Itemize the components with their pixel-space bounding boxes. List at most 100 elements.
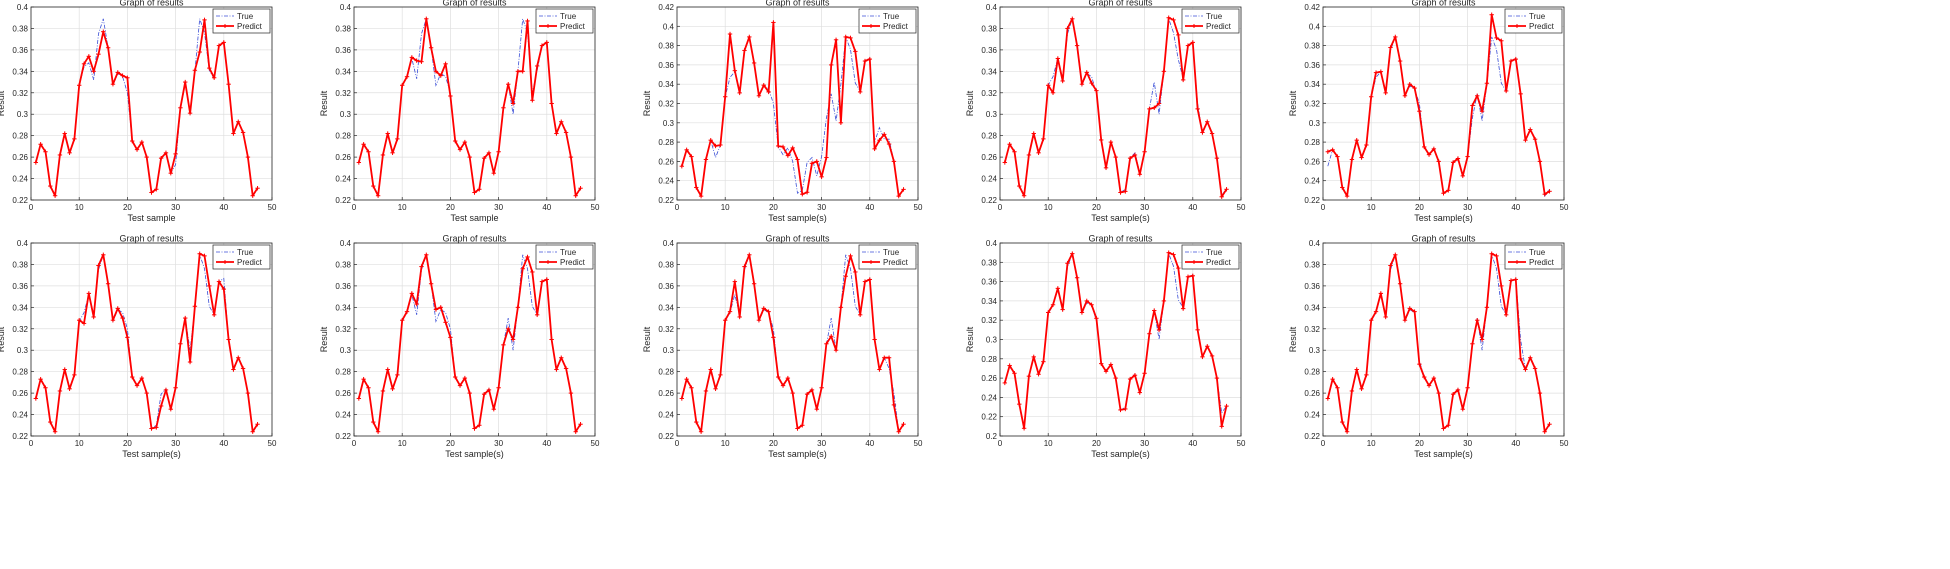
predict-point xyxy=(1065,26,1070,31)
predict-point xyxy=(1388,45,1393,50)
predict-point xyxy=(549,337,554,342)
x-tick-label: 0 xyxy=(1321,439,1326,448)
predict-point xyxy=(120,73,125,78)
predict-point xyxy=(1523,367,1528,372)
y-tick-label: 0.26 xyxy=(981,374,997,383)
predict-point xyxy=(838,305,844,310)
chart-title: Graph of results xyxy=(442,0,507,8)
predict-point xyxy=(684,147,689,153)
predict-point xyxy=(506,82,511,87)
y-tick-label: 0.32 xyxy=(658,325,674,334)
predict-point xyxy=(245,390,251,396)
predict-point xyxy=(77,83,82,88)
predict-point xyxy=(467,154,472,160)
predict-point xyxy=(785,153,791,158)
y-tick-label: 0.24 xyxy=(981,393,997,402)
y-tick-label: 0.34 xyxy=(12,67,28,76)
predict-point xyxy=(1060,307,1065,312)
y-tick-label: 0.32 xyxy=(335,325,351,334)
predict-point xyxy=(1137,172,1142,177)
predict-point xyxy=(361,376,366,382)
y-tick-label: 0.28 xyxy=(12,132,28,141)
predict-point xyxy=(91,314,96,320)
predict-point xyxy=(192,68,198,73)
legend-box xyxy=(858,8,917,34)
predict-point xyxy=(809,161,815,166)
x-tick-label: 20 xyxy=(446,203,455,212)
predict-point xyxy=(867,277,872,282)
predict-point xyxy=(38,376,43,382)
y-tick-label: 0.28 xyxy=(335,132,351,141)
x-tick-label: 10 xyxy=(1367,439,1376,448)
predict-point xyxy=(1007,142,1012,147)
x-tick-label: 0 xyxy=(1321,203,1326,212)
predict-point xyxy=(756,318,762,323)
y-axis-label: Result xyxy=(0,90,6,116)
y-tick-label: 0.26 xyxy=(1304,389,1320,398)
x-tick-label: 0 xyxy=(29,439,34,448)
predict-point xyxy=(255,422,260,427)
predict-point xyxy=(1070,251,1075,256)
y-tick-label: 0.36 xyxy=(1304,61,1320,70)
chart-title: Graph of results xyxy=(119,234,184,244)
x-tick-label: 10 xyxy=(398,439,407,448)
predict-point xyxy=(833,37,839,43)
predict-point xyxy=(457,147,463,152)
predict-point xyxy=(438,305,443,310)
predict-point xyxy=(1450,391,1456,397)
y-tick-label: 0.38 xyxy=(981,24,997,33)
predict-point xyxy=(414,301,419,307)
x-tick-label: 50 xyxy=(268,203,277,212)
predict-point xyxy=(236,355,241,360)
predict-point xyxy=(737,314,742,320)
predict-point xyxy=(520,266,525,271)
predict-point xyxy=(486,387,492,393)
chart-title: Graph of results xyxy=(1411,0,1476,8)
predict-point xyxy=(448,335,453,340)
predict-point xyxy=(1002,160,1008,165)
predict-point xyxy=(862,58,868,64)
y-tick-label: 0.26 xyxy=(335,153,351,162)
predict-point xyxy=(380,152,386,158)
predict-point xyxy=(534,63,540,69)
predict-point xyxy=(1079,310,1085,315)
chart-panel-7: 0 10 20 30 40 50 0.22 0.24 0.26 0.28 0.3 0.32 0.34 0.… xyxy=(319,234,600,460)
predict-point xyxy=(221,40,226,45)
predict-point xyxy=(689,154,694,159)
predict-point xyxy=(506,326,511,331)
predict-point xyxy=(240,366,246,371)
y-tick-label: 0.4 xyxy=(663,22,675,31)
predict-point xyxy=(221,286,226,292)
chart-panel-1: 0 10 20 30 40 50 0.22 0.24 0.26 0.28 0.3 0.32 0.34 0.… xyxy=(0,0,277,223)
predict-point xyxy=(207,65,212,71)
predict-point xyxy=(178,105,183,110)
y-tick-label: 0.36 xyxy=(981,46,997,55)
predict-point xyxy=(1171,17,1176,23)
predict-point xyxy=(154,187,159,192)
predict-point xyxy=(1402,93,1408,98)
x-axis-label: Test sample(s) xyxy=(1414,213,1473,223)
legend-box xyxy=(212,244,271,270)
predict-point xyxy=(158,155,164,161)
predict-point xyxy=(530,98,535,103)
y-tick-label: 0.34 xyxy=(335,303,351,312)
y-tick-label: 0.38 xyxy=(658,42,674,51)
legend-box xyxy=(535,8,594,34)
predict-point xyxy=(1021,426,1027,431)
predict-point xyxy=(843,274,848,279)
x-tick-label: 10 xyxy=(721,203,730,212)
x-tick-label: 30 xyxy=(1463,439,1472,448)
chart-panel-3: 0 10 20 30 40 50 0.22 0.24 0.26 0.28 0.3 0.32 0.34 0.… xyxy=(642,0,923,223)
predict-point xyxy=(1436,159,1441,164)
predict-point xyxy=(1537,159,1543,164)
predict-point xyxy=(1330,147,1335,153)
predict-point xyxy=(192,304,198,309)
predict-point xyxy=(48,183,53,189)
predict-point xyxy=(723,318,728,323)
predict-point xyxy=(1161,69,1167,74)
predict-point xyxy=(390,386,395,392)
y-tick-label: 0.36 xyxy=(658,61,674,70)
predict-point xyxy=(1499,283,1504,289)
x-tick-label: 10 xyxy=(1044,439,1053,448)
